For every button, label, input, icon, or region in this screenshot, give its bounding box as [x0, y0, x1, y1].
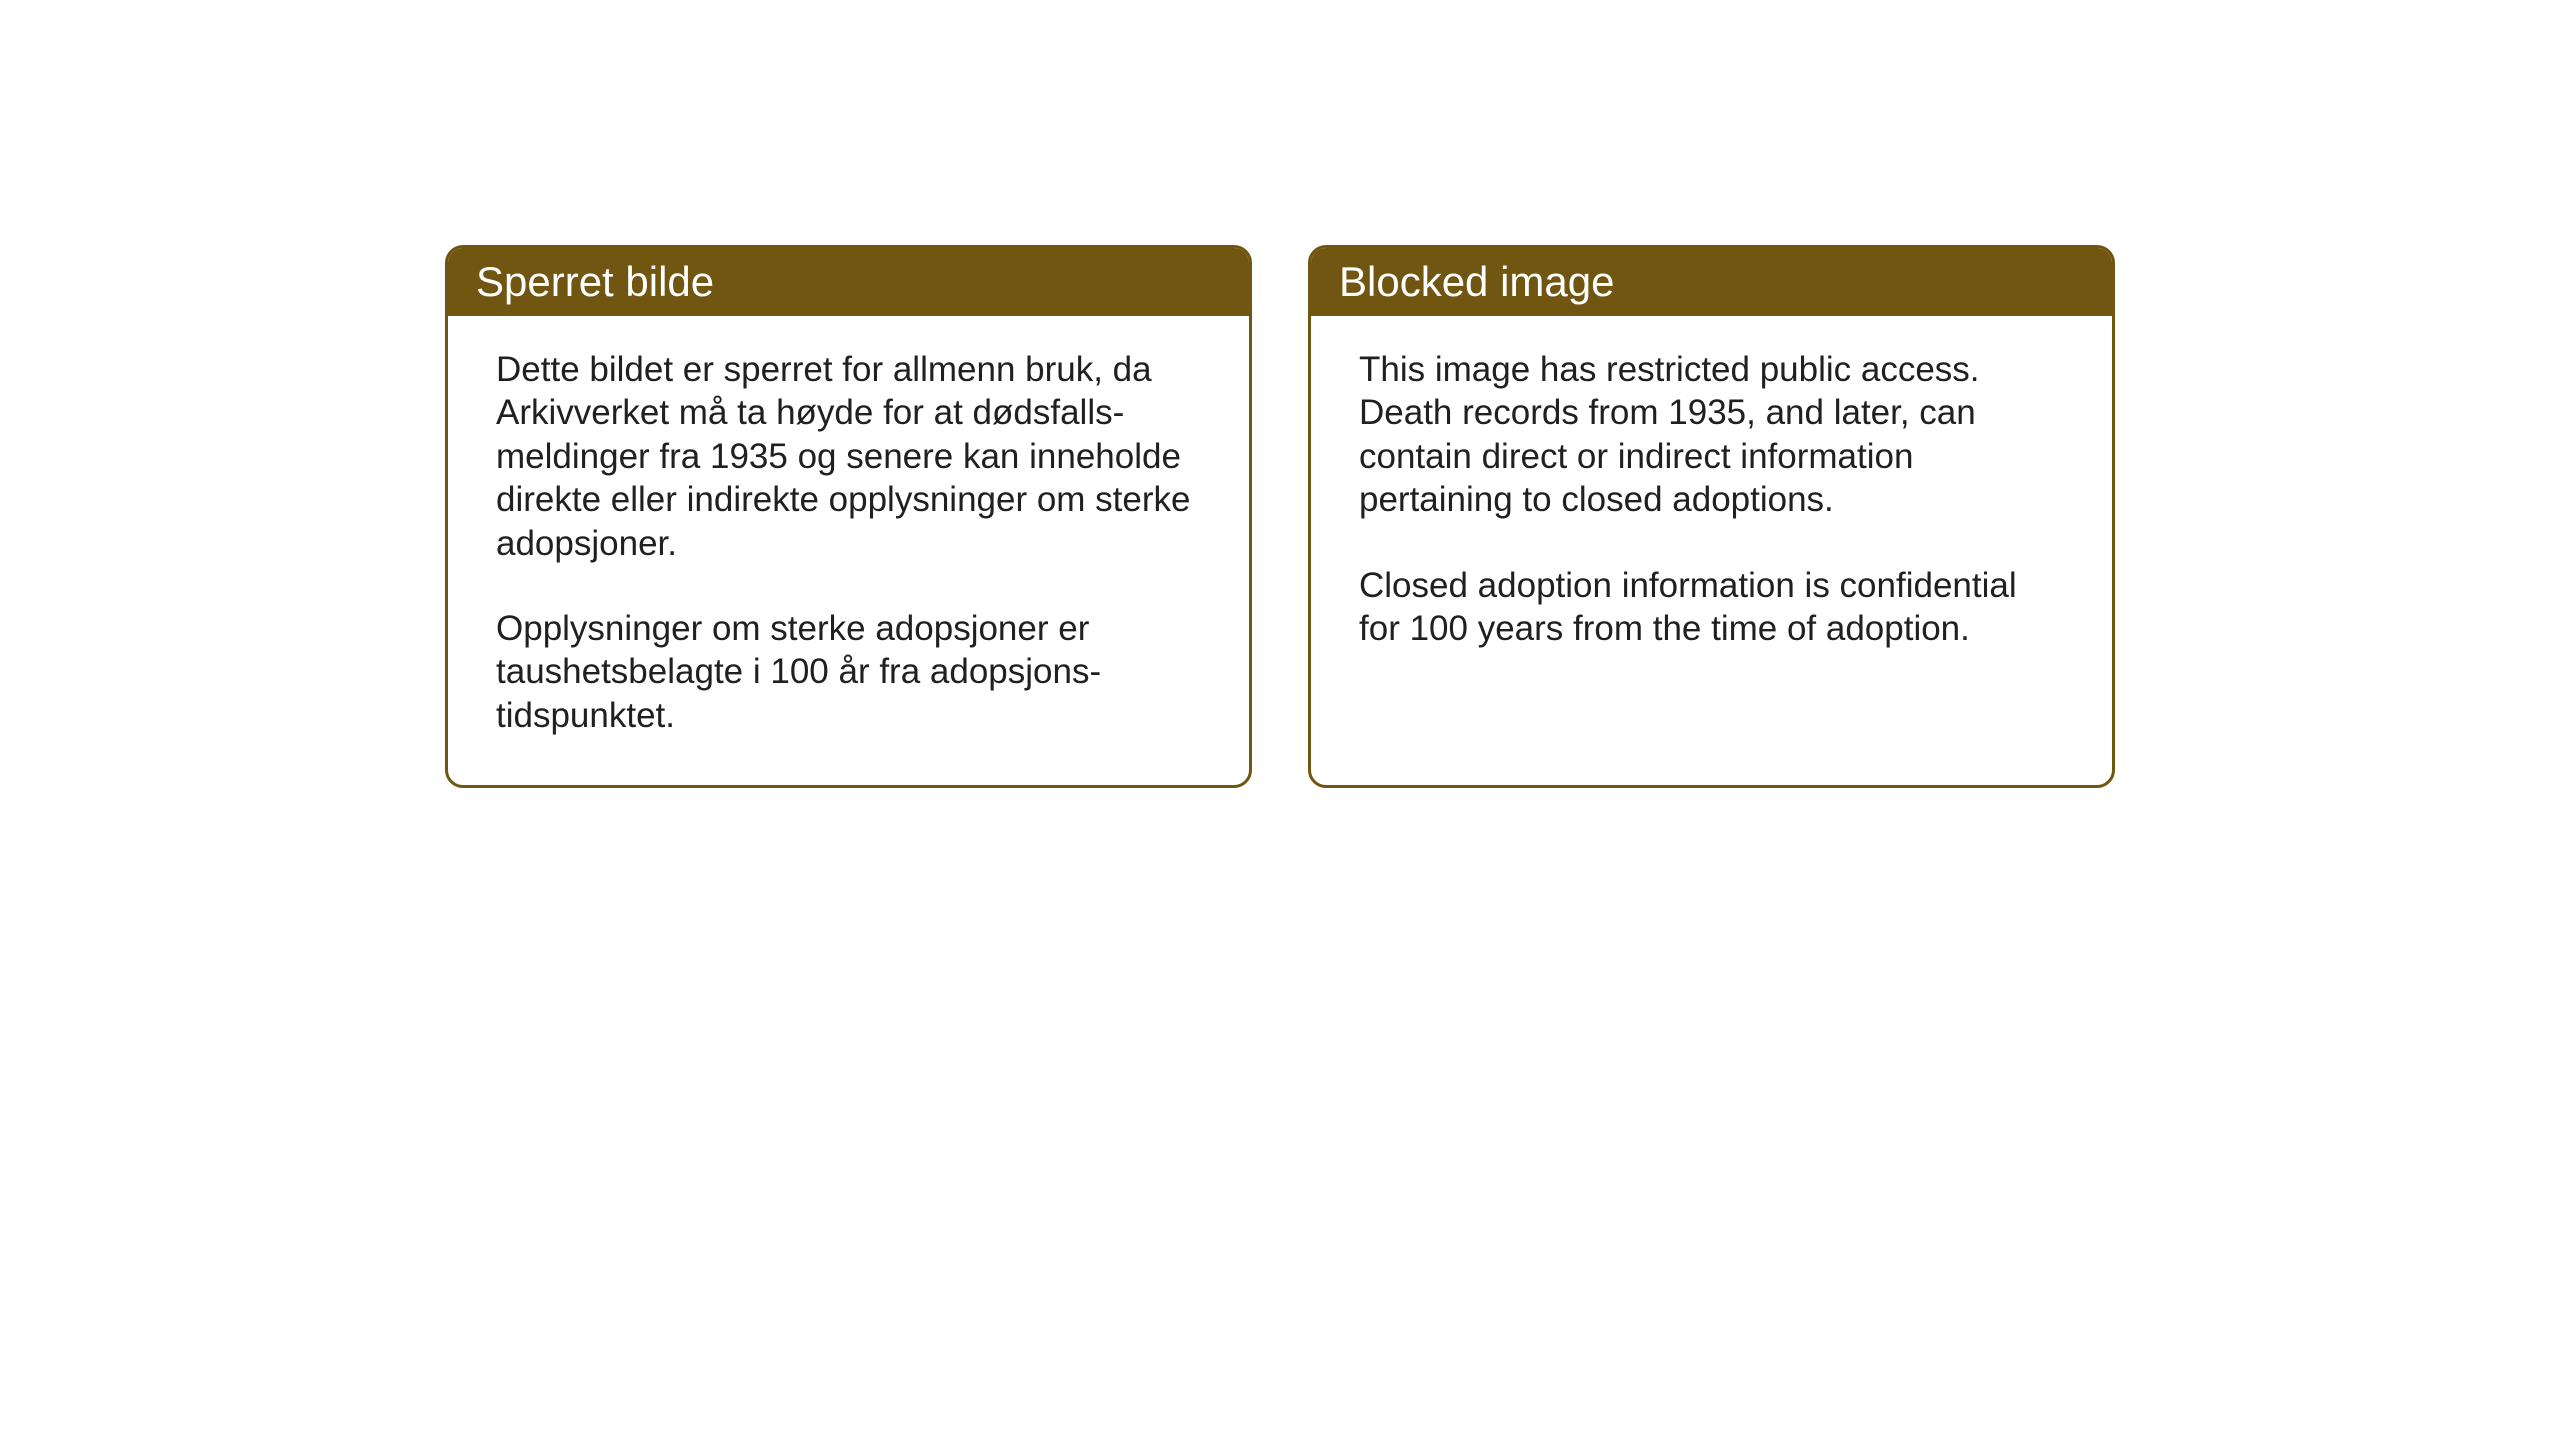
card-header: Sperret bilde: [448, 248, 1249, 316]
card-paragraph: Closed adoption information is confident…: [1359, 564, 2064, 651]
card-title: Sperret bilde: [476, 258, 714, 305]
card-body: Dette bildet er sperret for allmenn bruk…: [448, 316, 1249, 785]
card-paragraph: Dette bildet er sperret for allmenn bruk…: [496, 348, 1201, 565]
notice-card-norwegian: Sperret bilde Dette bildet er sperret fo…: [445, 245, 1252, 788]
notice-card-container: Sperret bilde Dette bildet er sperret fo…: [445, 245, 2115, 788]
card-paragraph: This image has restricted public access.…: [1359, 348, 2064, 522]
card-title: Blocked image: [1339, 258, 1614, 305]
card-body: This image has restricted public access.…: [1311, 316, 2112, 698]
notice-card-english: Blocked image This image has restricted …: [1308, 245, 2115, 788]
card-header: Blocked image: [1311, 248, 2112, 316]
card-paragraph: Opplysninger om sterke adopsjoner er tau…: [496, 607, 1201, 737]
